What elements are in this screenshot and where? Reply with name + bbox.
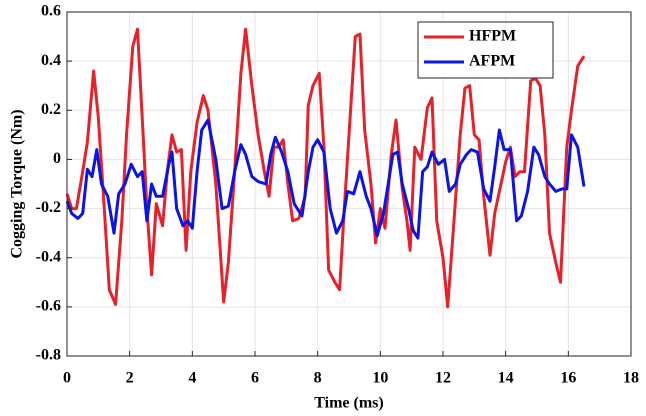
x-tick-label: 6 [251,370,259,387]
y-tick-label: -0.2 [36,199,61,216]
x-tick-label: 16 [560,370,576,387]
x-tick-label: 0 [63,370,71,387]
x-tick-label: 10 [372,370,388,387]
y-axis-label: Cogging Torque (Nm) [9,109,26,258]
legend-box [417,21,554,79]
legend-label: HFPM [469,28,516,45]
data-line [65,118,586,240]
x-tick-label: 14 [498,370,514,387]
x-axis-label: Time (ms) [314,395,383,412]
x-tick-label: 12 [435,370,451,387]
plot-frame [66,11,632,357]
y-tick-label: -0.4 [36,248,61,265]
y-tick-label: 0.2 [41,101,61,118]
y-tick-label: 0.6 [41,3,61,20]
x-tick-label: 2 [126,370,134,387]
x-tick-label: 8 [314,370,322,387]
legend-label: AFPM [469,53,515,70]
y-tick-label: 0 [53,150,61,167]
y-tick-label: -0.6 [36,298,61,315]
x-tick-label: 18 [623,370,639,387]
y-tick-label: 0.4 [41,52,61,69]
data-line [65,27,586,309]
x-tick-label: 4 [188,370,196,387]
y-tick-label: -0.8 [36,347,61,364]
